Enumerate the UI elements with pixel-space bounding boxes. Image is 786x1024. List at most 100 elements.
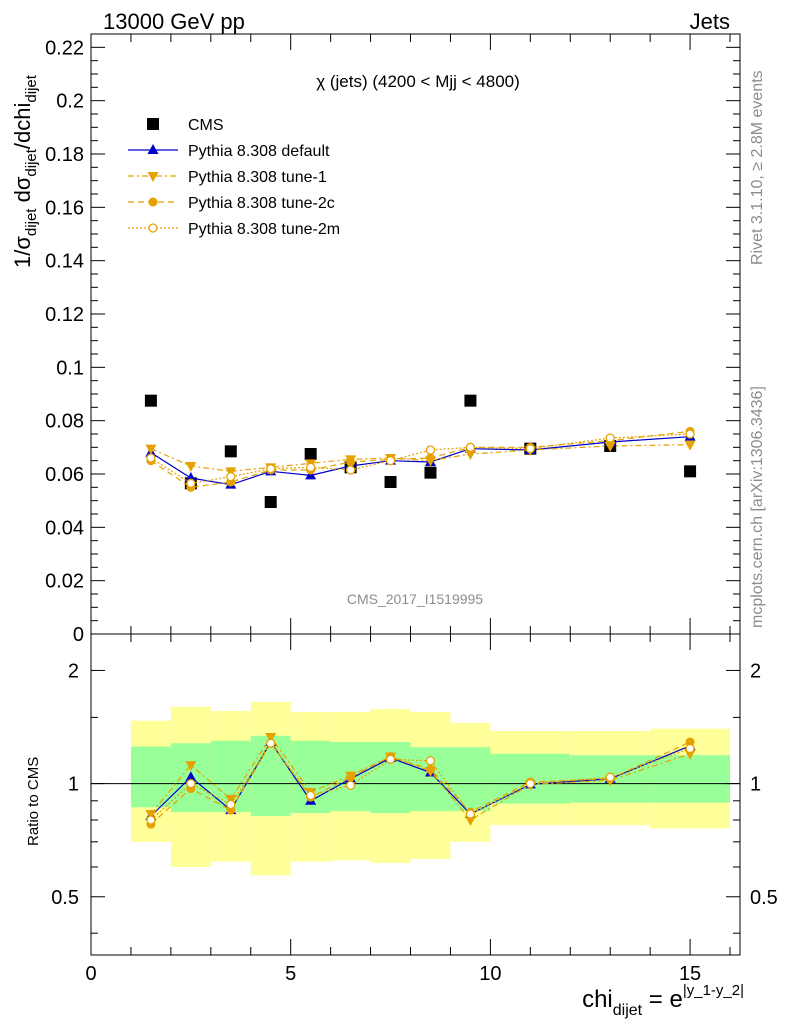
x-axis-label: chidijet = e|y_1-y_2| <box>582 982 744 1019</box>
data-point <box>226 799 236 810</box>
data-point <box>465 809 476 819</box>
data-point <box>145 810 157 821</box>
data-point <box>346 772 356 782</box>
data-point <box>425 453 435 463</box>
y-tick-label: 0.2 <box>56 91 84 113</box>
data-point <box>465 442 476 452</box>
data-point <box>605 433 615 443</box>
data-point <box>385 456 396 466</box>
data-point <box>146 453 156 463</box>
analysis-id: CMS_2017_I1519995 <box>347 591 483 607</box>
y-tick-label: 0.02 <box>45 571 84 593</box>
y-tick-label-right: 2 <box>750 660 761 682</box>
data-point <box>424 466 437 479</box>
y-tick-label: 0.18 <box>45 144 84 166</box>
legend-marker <box>147 172 159 182</box>
series-line <box>150 742 691 821</box>
legend-marker <box>147 118 159 130</box>
header-left: 13000 GeV pp <box>103 9 245 34</box>
data-point <box>144 394 157 407</box>
data-point <box>185 771 197 782</box>
series-line <box>150 430 691 488</box>
y-tick-label: 0.5 <box>51 887 79 909</box>
legend-label: Pythia 8.308 tune-2c <box>188 195 335 212</box>
x-tick-label: 15 <box>679 963 701 985</box>
data-point <box>185 761 197 772</box>
y-tick-label: 0.14 <box>45 251 84 273</box>
data-point <box>224 445 237 458</box>
band-inner <box>650 755 731 803</box>
data-point <box>525 444 535 454</box>
y-tick-label: 0.08 <box>45 411 84 433</box>
data-point <box>345 465 356 475</box>
y-tick-label: 0.22 <box>45 37 84 59</box>
data-point <box>266 464 276 474</box>
header-right: Jets <box>690 9 730 34</box>
y-tick-label: 2 <box>68 660 79 682</box>
series-line <box>150 741 691 825</box>
data-point <box>425 445 436 455</box>
series-line <box>150 735 691 821</box>
data-point <box>306 462 316 472</box>
main-y-axis-label: 1/σdijet dσdijet/dchidijet <box>10 74 40 268</box>
data-point <box>385 754 396 765</box>
data-point <box>306 790 316 801</box>
legend-label: Pythia 8.308 tune-1 <box>188 169 327 186</box>
legend-marker <box>148 223 158 233</box>
x-tick-label: 10 <box>479 963 501 985</box>
data-point <box>604 442 616 452</box>
legend-label: Pythia 8.308 default <box>188 143 330 160</box>
data-point <box>146 815 156 825</box>
ratio-frame <box>90 633 741 956</box>
data-point <box>185 472 197 482</box>
legend: CMS Pythia 8.308 default Pythia 8.308 tune… <box>128 117 340 238</box>
data-point <box>145 444 157 455</box>
main-title: χ (jets) (4200 < Mjj < 4800) <box>316 72 520 91</box>
ratio-marks <box>145 733 696 829</box>
y-tick-label: 1 <box>68 774 79 796</box>
x-tick-label: 0 <box>85 963 96 985</box>
legend-marker <box>148 197 158 207</box>
series-line <box>150 436 691 486</box>
y-tick-label: 0.06 <box>45 464 84 486</box>
y-tick-label: 0.04 <box>45 517 84 539</box>
data-point <box>345 780 356 790</box>
ratio-y-axis-label: Ratio to CMS <box>25 757 42 846</box>
data-point <box>265 733 277 744</box>
data-point <box>684 440 696 451</box>
y-tick-label-right: 0.5 <box>750 887 778 909</box>
ratio-panel: 0.5 0.5 1 1 2 2 0 5 10 15 Ratio to CMS chidijet =… <box>25 633 778 1019</box>
data-point <box>685 737 695 747</box>
legend-label: CMS <box>188 117 224 134</box>
data-point <box>186 778 196 789</box>
data-point <box>605 772 615 782</box>
data-point <box>464 450 476 460</box>
data-point <box>226 472 236 482</box>
y-tick-label: 0.1 <box>56 357 84 379</box>
data-point <box>684 749 696 760</box>
series-line <box>150 433 691 484</box>
data-point <box>384 476 397 488</box>
data-point <box>186 478 196 488</box>
mcplots-label: mcplots.cern.ch [arXiv:1306.3436] <box>749 386 766 628</box>
data-point <box>185 462 197 472</box>
data-point <box>525 778 535 789</box>
main-ticks: 0 0.02 0.04 0.06 0.08 0.1 0.12 0.14 0.16 0.18 0.2 0… <box>45 34 740 646</box>
data-point <box>304 448 317 460</box>
series-line <box>150 444 691 472</box>
y-tick-label: 0 <box>73 624 84 646</box>
data-point <box>684 465 697 478</box>
data-point <box>464 394 477 407</box>
data-point <box>425 765 435 775</box>
y-tick-label-right: 1 <box>750 774 761 796</box>
data-point <box>685 429 695 439</box>
data-point <box>266 738 276 748</box>
ratio-ticks: 0.5 0.5 1 1 2 2 0 5 10 15 <box>51 634 778 985</box>
data-point <box>685 743 695 754</box>
y-tick-label: 0.16 <box>45 197 84 219</box>
main-panel: 0 0.02 0.04 0.06 0.08 0.1 0.12 0.14 0.16 0.18 0.2 0… <box>10 33 741 646</box>
band-inner <box>450 747 491 812</box>
legend-marker <box>147 144 159 154</box>
band-inner <box>250 735 291 816</box>
